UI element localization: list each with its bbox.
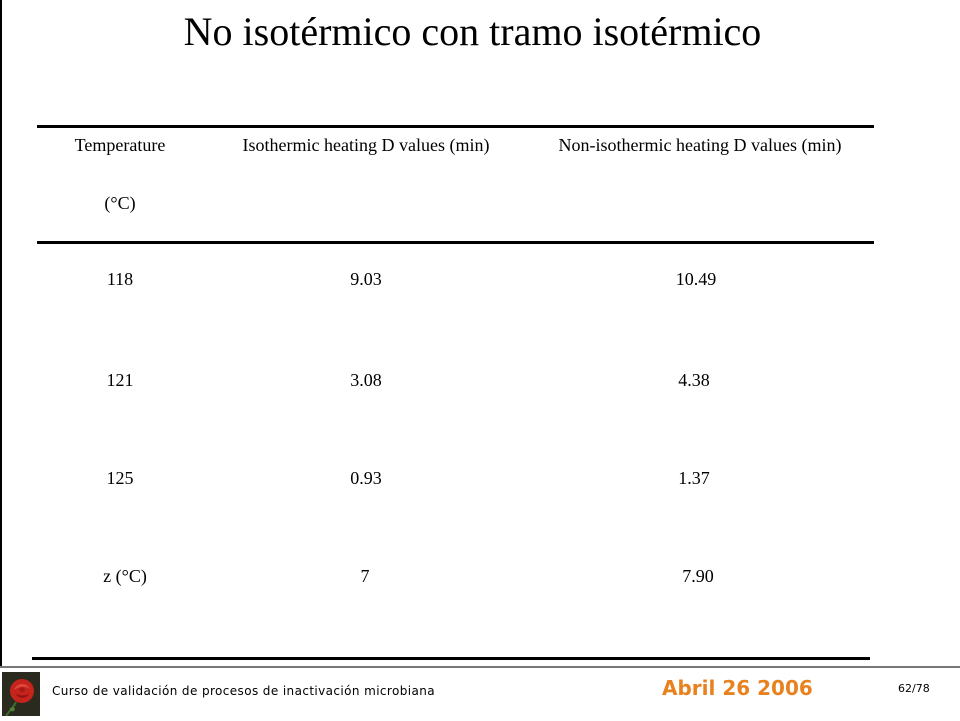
footer-course-title: Curso de validación de procesos de inact… — [52, 684, 436, 698]
table-header-rule — [37, 241, 874, 244]
table-top-rule — [37, 125, 874, 128]
row-3-isothermic: 0.93 — [350, 468, 382, 488]
rose-icon — [2, 672, 40, 717]
row-3-non-isothermic: 1.37 — [678, 468, 710, 488]
slide-left-border — [0, 0, 2, 668]
row-1-isothermic: 9.03 — [350, 269, 382, 289]
footer-divider — [0, 666, 960, 668]
footer-date: Abril 26 2006 — [662, 676, 813, 700]
row-3-temperature: 125 — [106, 468, 134, 488]
row-4-non-isothermic: 7.90 — [682, 566, 714, 586]
table-bottom-rule — [32, 657, 870, 660]
row-2-non-isothermic: 4.38 — [678, 370, 710, 390]
header-temperature: Temperature — [74, 135, 166, 155]
slide-title: No isotérmico con tramo isotérmico — [183, 9, 762, 54]
row-1-non-isothermic: 10.49 — [675, 269, 717, 289]
header-non-isothermic: Non-isothermic heating D values (min) — [558, 135, 842, 155]
row-4-z-label: z (°C) — [103, 566, 147, 586]
row-2-isothermic: 3.08 — [350, 370, 382, 390]
row-4-isothermic: 7 — [360, 566, 370, 586]
row-1-temperature: 118 — [106, 269, 134, 289]
header-isothermic: Isothermic heating D values (min) — [242, 135, 490, 155]
row-2-temperature: 121 — [106, 370, 134, 390]
header-temperature-unit: (°C) — [104, 193, 136, 213]
page-number: 62/78 — [898, 682, 930, 695]
